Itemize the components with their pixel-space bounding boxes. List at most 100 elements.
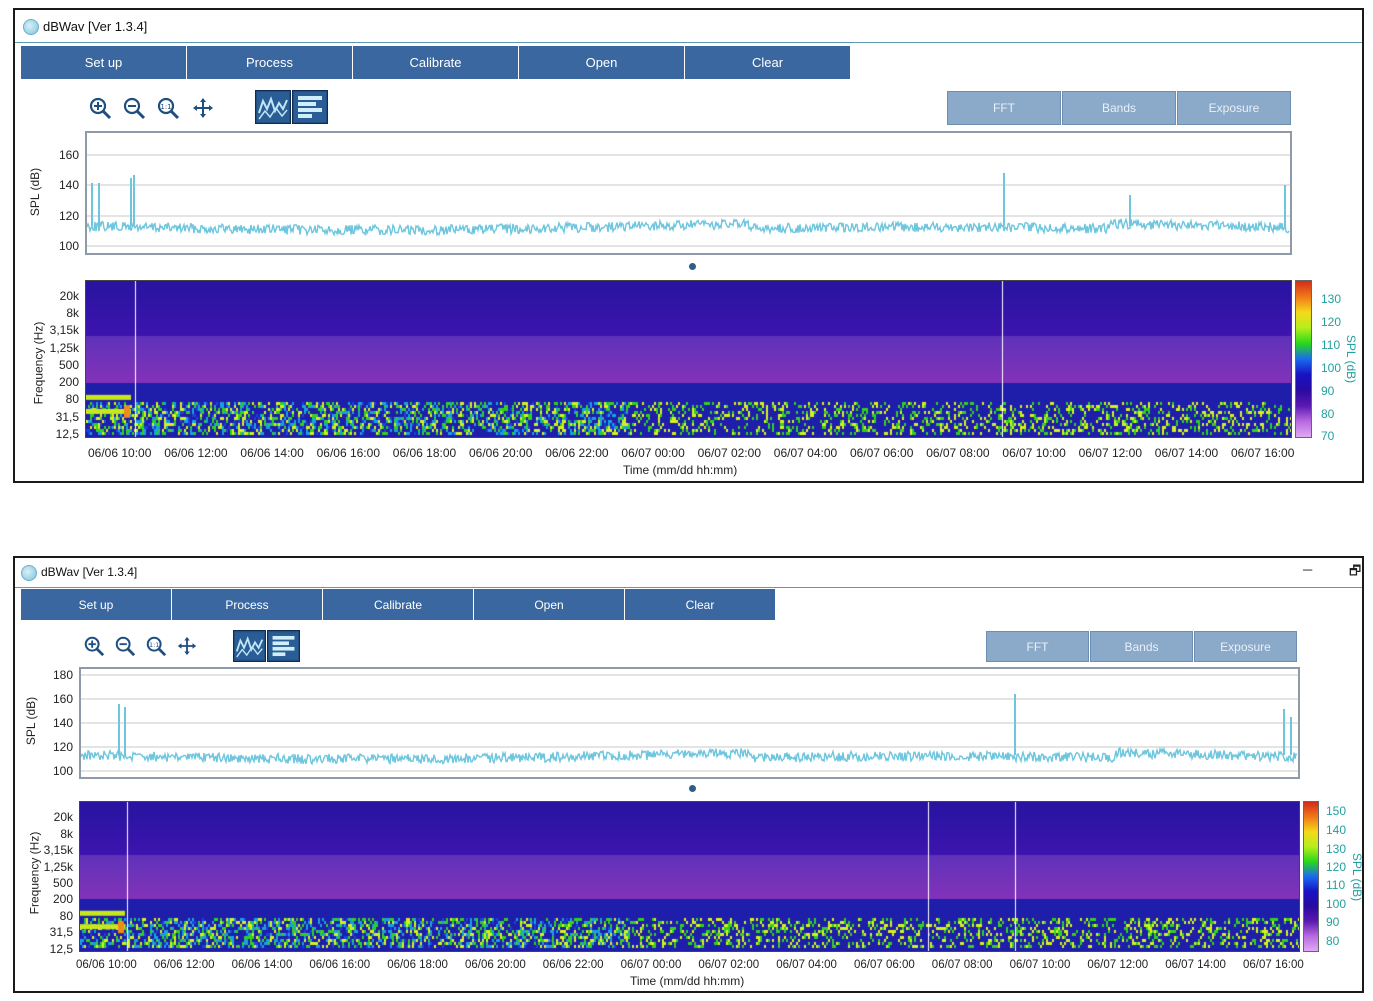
panel-splitter-handle[interactable] [689, 263, 696, 270]
time-tick: 06/06 20:00 [465, 959, 526, 971]
open-button[interactable]: Open [519, 46, 685, 79]
colorbar-title: SPL (dB) [1344, 334, 1359, 384]
freq-tick: 200 [52, 892, 73, 906]
freq-tick: 3,15k [49, 323, 79, 337]
waveform-view-icon[interactable] [255, 90, 291, 124]
time-tick: 06/07 12:00 [1078, 446, 1142, 460]
tab-exposure[interactable]: Exposure [1177, 91, 1291, 125]
panel-splitter-handle[interactable] [689, 785, 696, 792]
time-tick: 06/06 16:00 [316, 446, 380, 460]
freq-tick: 8k [60, 827, 73, 841]
colorbar-tick: 80 [1321, 407, 1335, 421]
colorbar-title: SPL (dB) [1350, 852, 1365, 902]
app-logo-icon [23, 19, 39, 35]
spl-tick: 100 [58, 239, 79, 253]
time-tick: 06/07 06:00 [854, 959, 915, 971]
title-bar: dBWav [Ver 1.3.4] [15, 10, 1362, 43]
time-tick: 06/07 10:00 [1002, 446, 1066, 460]
freq-tick: 20k [53, 810, 73, 824]
time-tick: 06/07 02:00 [697, 446, 761, 460]
calibrate-button[interactable]: Calibrate [353, 46, 519, 79]
setup-button[interactable]: Set up [21, 589, 172, 620]
spectrogram-plot[interactable] [85, 280, 1292, 438]
colorbar-tick: 90 [1326, 915, 1340, 929]
freq-tick: 80 [65, 392, 79, 406]
zoom-out-icon[interactable] [122, 96, 146, 120]
colorbar-tick: 100 [1321, 361, 1342, 375]
time-tick: 06/07 04:00 [773, 446, 838, 460]
pan-icon[interactable] [175, 634, 199, 658]
colorbar-tick: 130 [1321, 292, 1342, 306]
freq-tick: 500 [58, 358, 79, 372]
tab-fft[interactable]: FFT [986, 631, 1089, 662]
time-tick: 06/07 08:00 [931, 959, 993, 971]
restore-button[interactable]: 🗗 [1349, 563, 1362, 578]
process-button[interactable]: Process [172, 589, 323, 620]
clear-button[interactable]: Clear [625, 589, 776, 620]
title-bar: dBWav [Ver 1.3.4] ─ 🗗 [15, 558, 1362, 588]
spectrogram-view-icon[interactable] [267, 630, 300, 662]
freq-tick: 200 [58, 375, 79, 389]
freq-tick: 8k [66, 306, 79, 320]
spectrogram-plot[interactable] [79, 801, 1300, 952]
tab-exposure[interactable]: Exposure [1194, 631, 1297, 662]
spl-tick: 160 [58, 148, 79, 162]
waveform-view-icon[interactable] [233, 630, 266, 662]
window-title: dBWav [Ver 1.3.4] [43, 19, 148, 34]
freq-tick: 1,25k [43, 860, 73, 874]
spl-tick: 160 [52, 692, 73, 706]
time-tick: 06/06 10:00 [88, 446, 152, 460]
process-button[interactable]: Process [187, 46, 353, 79]
time-tick: 06/06 20:00 [469, 446, 533, 460]
time-tick: 06/07 04:00 [776, 959, 837, 971]
time-axis-title: Time (mm/dd hh:mm) [630, 974, 745, 988]
spl-tick: 140 [52, 716, 73, 730]
zoom-in-icon[interactable] [88, 96, 112, 120]
time-tick: 06/06 18:00 [387, 959, 448, 971]
time-tick: 06/07 16:00 [1243, 959, 1304, 971]
freq-tick: 80 [59, 909, 73, 923]
colorbar-tick: 140 [1326, 823, 1347, 837]
tab-bands[interactable]: Bands [1090, 631, 1193, 662]
pan-icon[interactable] [191, 96, 215, 120]
color-scale-bar [1295, 280, 1312, 438]
time-tick: 06/07 00:00 [621, 446, 685, 460]
spl-time-history-plot[interactable] [79, 667, 1300, 779]
time-tick: 06/07 00:00 [620, 959, 682, 971]
tab-bands[interactable]: Bands [1062, 91, 1176, 125]
app-logo-icon [21, 565, 37, 581]
freq-tick: 20k [59, 289, 79, 303]
colorbar-tick: 70 [1321, 429, 1335, 443]
time-tick: 06/06 12:00 [164, 446, 228, 460]
time-tick: 06/06 12:00 [153, 959, 215, 971]
zoom-in-icon[interactable] [82, 634, 106, 658]
zoom-reset-icon[interactable]: 1:1 [156, 96, 180, 120]
colorbar-tick: 120 [1326, 860, 1347, 874]
time-axis-title: Time (mm/dd hh:mm) [623, 463, 738, 477]
minimize-button[interactable]: ─ [1303, 562, 1313, 577]
time-tick: 06/07 02:00 [698, 959, 760, 971]
time-tick: 06/07 08:00 [926, 446, 990, 460]
spectrogram-view-icon[interactable] [292, 90, 328, 124]
zoom-out-icon[interactable] [113, 634, 137, 658]
spl-series-line [87, 217, 1290, 238]
colorbar-tick: 120 [1321, 315, 1342, 329]
time-tick: 06/06 22:00 [542, 959, 604, 971]
clear-button[interactable]: Clear [685, 46, 851, 79]
spl-time-history-plot[interactable] [85, 131, 1292, 255]
zoom-reset-icon[interactable]: 1:1 [144, 634, 168, 658]
calibrate-button[interactable]: Calibrate [323, 589, 474, 620]
window-title: dBWav [Ver 1.3.4] [41, 565, 138, 579]
colorbar-tick: 100 [1326, 897, 1347, 911]
tab-fft[interactable]: FFT [947, 91, 1061, 125]
open-button[interactable]: Open [474, 589, 625, 620]
spl-tick: 120 [52, 740, 73, 754]
spl-tick: 140 [58, 178, 79, 192]
freq-tick: 31,5 [49, 925, 73, 939]
setup-button[interactable]: Set up [21, 46, 187, 79]
spl-series-line [81, 746, 1298, 766]
time-tick: 06/06 16:00 [309, 959, 371, 971]
svg-text:1:1: 1:1 [160, 103, 171, 111]
colorbar-tick: 80 [1326, 934, 1340, 948]
analysis-tabs: FFT Bands Exposure [986, 631, 1298, 662]
